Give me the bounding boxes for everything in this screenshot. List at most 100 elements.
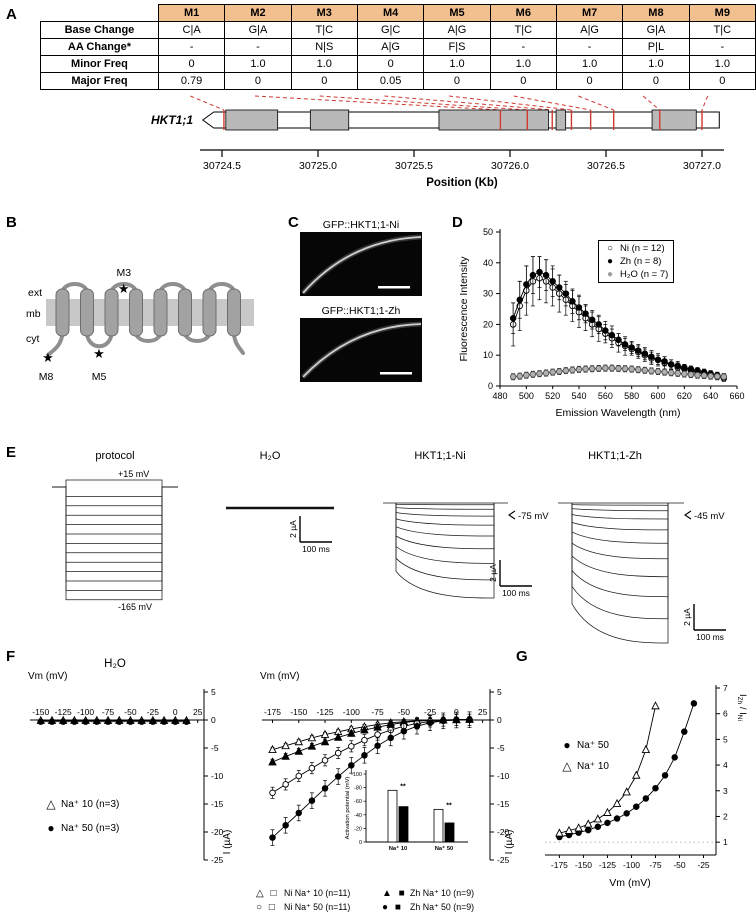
membrane-fluorescence-arc <box>302 323 422 378</box>
svg-text:-25: -25 <box>424 707 437 717</box>
legend-label: H₂O (n = 7) <box>620 269 669 280</box>
tm-helix <box>178 288 192 337</box>
svg-text:1: 1 <box>723 837 728 847</box>
time-scale-label: 100 ms <box>502 588 530 598</box>
legend-item: ● Na⁺ 50 (n=3) <box>45 821 119 835</box>
position-axis-label: Position (Kb) <box>426 177 498 189</box>
svg-text:-80: -80 <box>354 786 362 792</box>
svg-text:0: 0 <box>211 715 216 725</box>
protocol-top-label: +15 mV <box>118 469 149 479</box>
mutation-col-header: M7 <box>555 4 624 22</box>
svg-text:-40: -40 <box>354 813 362 819</box>
table-row: AA Change* - - N|S A|G F|S - - P|L - <box>40 38 756 56</box>
table-cell: 1.0 <box>688 55 756 73</box>
m5-label: M5 <box>92 371 107 383</box>
label-cyt: cyt <box>26 333 40 345</box>
scale-bars: 2 µA 100 ms <box>288 516 332 554</box>
mutation-link-line <box>384 95 553 111</box>
table-cell: 0 <box>555 72 624 90</box>
svg-text:0: 0 <box>173 707 178 717</box>
svg-text:-10: -10 <box>211 771 224 781</box>
bar-ni <box>433 808 444 843</box>
tm-helix <box>227 288 241 337</box>
iv-curves: -150 -125 -100 -75 -50 -25 0 2 5 5 0 -5 -10 -15 -20 -25… <box>28 671 748 889</box>
chart-g: -175 -150 -125 -100 -75 -50 -25 1 2 3 4 5 6 7 <box>545 683 728 870</box>
svg-text:-15: -15 <box>211 799 224 809</box>
fl-ylabel: I (µA) <box>222 830 233 855</box>
svg-text:580: 580 <box>624 391 639 401</box>
svg-text:-5: -5 <box>211 743 219 753</box>
svg-text:-75: -75 <box>102 707 115 717</box>
svg-text:-150: -150 <box>575 860 592 870</box>
svg-text:500: 500 <box>519 391 534 401</box>
svg-text:-125: -125 <box>55 707 72 717</box>
svg-text:5: 5 <box>723 734 728 744</box>
gene-exon <box>555 109 567 131</box>
mutation-link-line <box>642 95 661 111</box>
gene-exon <box>651 109 697 131</box>
svg-text:-125: -125 <box>599 860 616 870</box>
panel-label-c: C <box>288 214 299 231</box>
trace-title-zh: HKT1;1-Zh <box>588 450 642 462</box>
table-cell: 0 <box>489 72 557 90</box>
gene-exon <box>309 109 350 131</box>
legend-label: Na⁺ 50 (n=3) <box>61 822 120 834</box>
svg-text:-25: -25 <box>497 855 510 865</box>
svg-text:2: 2 <box>723 811 728 821</box>
h2o-trace: 2 µA 100 ms <box>226 506 334 554</box>
legend-marker-icon: ○ □ <box>256 902 277 913</box>
d-xlabel: Emission Wavelength (nm) <box>555 407 680 419</box>
panel-label-f: F <box>6 648 16 665</box>
svg-text:540: 540 <box>571 391 586 401</box>
legend-marker-icon: ● ■ <box>382 902 403 913</box>
legend-marker-icon: △ <box>46 797 56 811</box>
label-ext: ext <box>28 287 42 299</box>
svg-text:6: 6 <box>723 709 728 719</box>
svg-text:-100: -100 <box>77 707 94 717</box>
svg-text:7: 7 <box>723 683 728 693</box>
svg-text:-20: -20 <box>354 826 362 832</box>
legend-item: ▲ ■ Zh Na⁺ 10 (n=9) <box>382 888 502 899</box>
current-scale-label: 2 µA <box>288 520 298 538</box>
scale-bars: 2 µA 100 ms <box>488 560 532 598</box>
svg-text:-10: -10 <box>497 771 510 781</box>
inset-group-label: Na⁺ 10 <box>389 845 408 852</box>
time-scale-label: 100 ms <box>696 632 724 642</box>
significance-marker: ** <box>400 783 406 790</box>
tm-helix <box>153 288 168 337</box>
table-cell: T|C <box>688 21 756 39</box>
inset-group-label: Na⁺ 50 <box>435 845 454 852</box>
time-scale-label: 100 ms <box>302 544 330 554</box>
svg-text:-60: -60 <box>354 799 362 805</box>
panel-label-a: A <box>6 6 17 23</box>
zh-current-traces: -45 mV 2 µA 100 ms <box>558 502 726 644</box>
panel-label-b: B <box>6 214 17 231</box>
table-cell: 0.05 <box>356 72 425 90</box>
svg-text:5: 5 <box>497 687 502 697</box>
svg-text:-100: -100 <box>623 860 640 870</box>
legend-marker-icon: ● <box>606 269 614 280</box>
svg-text:-50: -50 <box>398 707 411 717</box>
series <box>555 701 660 837</box>
tm-helix <box>129 288 143 337</box>
svg-text:10: 10 <box>483 350 493 360</box>
legend-f-left: △ Na⁺ 10 (n=3) ● Na⁺ 50 (n=3) <box>40 795 124 837</box>
row-label: Major Freq <box>40 72 159 90</box>
fl-xlabel: Vm (mV) <box>28 671 67 682</box>
axis-tick-label: 30727.0 <box>683 160 721 172</box>
axis-tick-label: 30726.0 <box>491 160 529 172</box>
svg-text:5: 5 <box>211 687 216 697</box>
fr-xlabel: Vm (mV) <box>260 671 299 682</box>
gene-exon <box>225 109 279 131</box>
series <box>269 713 473 799</box>
svg-text:-175: -175 <box>551 860 568 870</box>
tm-helix <box>104 288 119 337</box>
legend-item: △ Na⁺ 10 (n=3) <box>45 797 119 811</box>
trace-title-ni: HKT1;1-Ni <box>414 450 466 462</box>
svg-text:-25: -25 <box>697 860 710 870</box>
m8-label: M8 <box>39 371 54 383</box>
svg-text:-20: -20 <box>211 827 224 837</box>
table-cell: A|G <box>423 21 491 39</box>
